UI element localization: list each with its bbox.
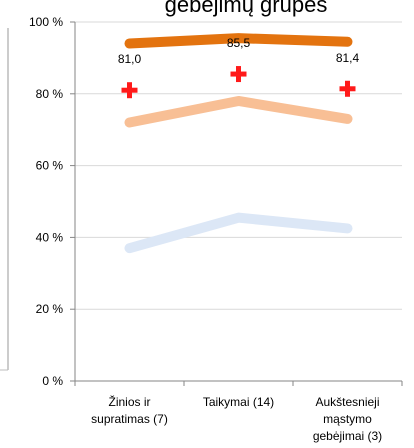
neighbor-chart-edge <box>0 28 9 371</box>
series-line <box>124 212 353 254</box>
axes <box>70 21 403 386</box>
y-tick-label: 80 % <box>36 87 64 101</box>
data-label: 81,4 <box>336 51 360 65</box>
cross-marker <box>230 66 247 83</box>
y-tick-label: 40 % <box>36 230 64 244</box>
cross-marker-v <box>236 66 241 83</box>
x-category-label: Žinios ir supratimas (7) <box>91 394 168 426</box>
series-line <box>124 95 353 128</box>
series-line <box>124 33 353 49</box>
cross-marker-v <box>127 82 132 99</box>
y-tick-label: 20 % <box>36 302 64 316</box>
y-tick-label: 100 % <box>29 15 63 29</box>
data-label: 81,0 <box>118 52 142 66</box>
x-axis-category-labels: Žinios ir supratimas (7) Taikymai (14) Aukš… <box>91 394 382 443</box>
series-layer: 81,0 85,5 81,4 <box>118 33 360 254</box>
cross-marker-v <box>345 80 350 97</box>
cross-marker <box>339 80 356 97</box>
y-tick-label: 0 % <box>42 374 63 388</box>
x-category-label: Aukštesnieji mąstymo gebėjimai (3) <box>313 395 382 443</box>
y-tick-label: 60 % <box>36 159 64 173</box>
data-label: 85,5 <box>227 36 251 50</box>
y-axis-tick-labels: 0 % 20 % 40 % 60 % 80 % 100 % <box>29 15 63 388</box>
chart-title: gebėjimų grupes <box>165 0 328 17</box>
x-category-label: Taikymai (14) <box>203 395 274 409</box>
cross-marker <box>121 82 138 99</box>
